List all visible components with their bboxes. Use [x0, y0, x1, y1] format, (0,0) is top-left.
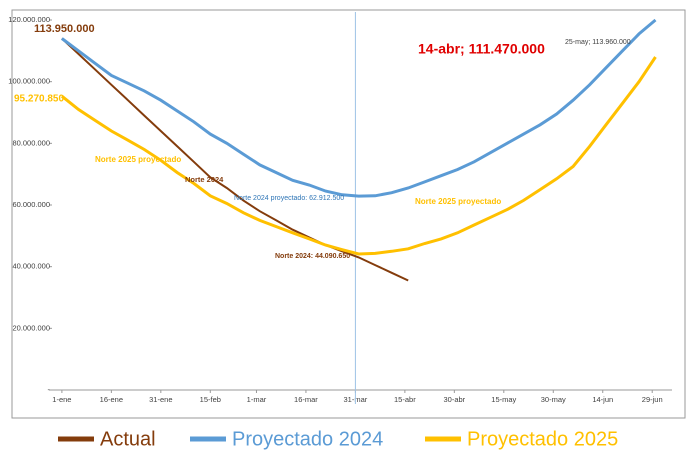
legend-label: Proyectado 2025 — [467, 428, 618, 450]
annotation: 113.950.000 — [34, 23, 95, 35]
annotation: 14-abr; 111.470.000 — [418, 41, 545, 57]
series-line — [61, 18, 657, 198]
y-tick-label: 60.000.000 — [12, 200, 50, 209]
x-tick-label: 29-jun — [642, 395, 663, 404]
y-tick-label: 120.000.000 — [8, 15, 50, 24]
y-tick-label: - — [48, 385, 51, 394]
plot-frame — [11, 9, 686, 419]
x-tick-label: 16-mar — [294, 395, 318, 404]
y-tick-label: 100.000.000 — [8, 77, 50, 86]
x-tick-label: 16-ene — [100, 395, 123, 404]
x-tick-label: 30-abr — [443, 395, 465, 404]
x-tick-label: 1-mar — [247, 395, 267, 404]
legend-label: Proyectado 2024 — [232, 428, 383, 450]
annotation: Norte 2025 proyectado — [95, 155, 181, 164]
annotation: Norte 2024 proyectado: 62.912.500 — [234, 195, 344, 202]
y-tick-label: 80.000.000 — [12, 138, 50, 147]
y-tick-label: 40.000.000 — [12, 262, 50, 271]
legend-label: Actual — [100, 428, 156, 450]
series-line — [60, 56, 657, 256]
x-tick-label: 15-feb — [200, 395, 221, 404]
annotation: Norte 2025 proyectado — [415, 197, 501, 206]
y-tick-label: 20.000.000 — [12, 323, 50, 332]
x-tick-label: 31-ene — [149, 395, 172, 404]
series-line — [61, 37, 409, 282]
x-tick-label: 1-ene — [52, 395, 71, 404]
x-tick-label: 30-may — [541, 395, 566, 404]
annotation: Norte 2024: 44.090.650 — [275, 253, 350, 260]
x-tick-label: 15-abr — [394, 395, 416, 404]
annotation: 25-may; 113.960.000 — [565, 39, 631, 46]
x-tick-label: 14-jun — [592, 395, 613, 404]
annotation: 95.270.850 — [14, 94, 64, 105]
annotation: Norte 2024 — [185, 175, 224, 184]
x-tick-label: 15-may — [491, 395, 516, 404]
